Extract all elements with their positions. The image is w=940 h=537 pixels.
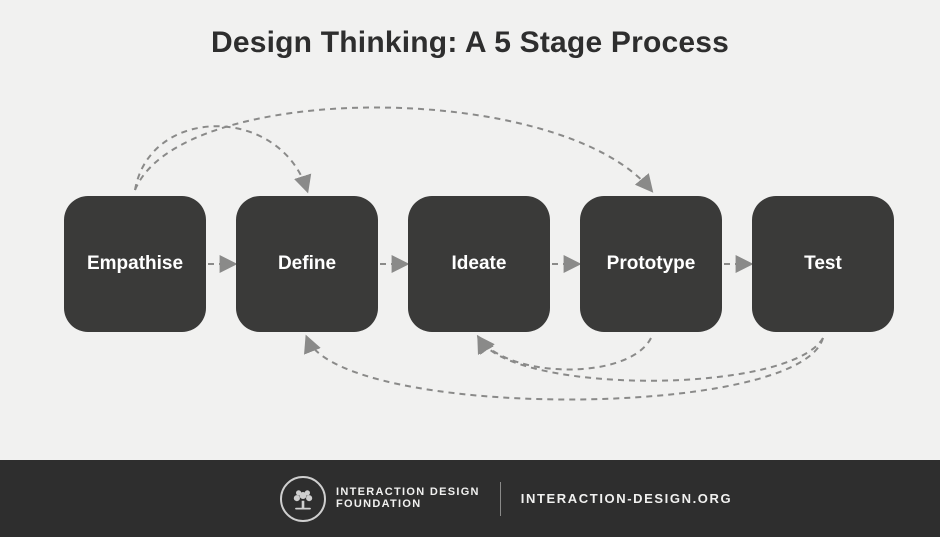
footer-logo-text: INTERACTION DESIGN FOUNDATION [336, 487, 480, 510]
page: Design Thinking: A 5 Stage Process Empat… [0, 0, 940, 537]
page-title: Design Thinking: A 5 Stage Process [0, 26, 940, 60]
stage-prototype: Prototype [580, 196, 722, 332]
stage-ideate: Ideate [408, 196, 550, 332]
footer-logo-line1: INTERACTION DESIGN [336, 487, 480, 499]
idf-logo-icon [280, 476, 326, 522]
footer-url: INTERACTION-DESIGN.ORG [521, 491, 732, 506]
stage-test: Test [752, 196, 894, 332]
stage-define: Define [236, 196, 378, 332]
footer-logo: INTERACTION DESIGN FOUNDATION [280, 476, 480, 522]
stage-empathise: Empathise [64, 196, 206, 332]
footer: INTERACTION DESIGN FOUNDATION INTERACTIO… [0, 460, 940, 537]
footer-logo-line2: FOUNDATION [336, 499, 480, 511]
footer-divider [500, 482, 501, 516]
